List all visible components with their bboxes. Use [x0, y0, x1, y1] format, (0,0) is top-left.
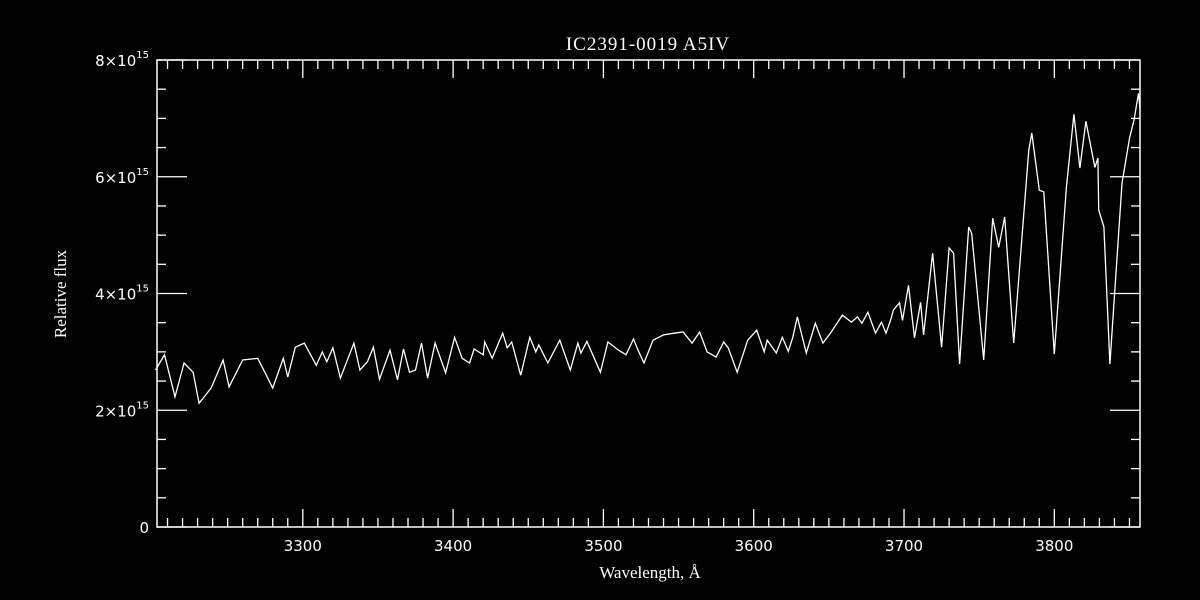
x-axis-label: Wavelength, Å	[599, 563, 701, 582]
y-tick-label: 0	[139, 519, 149, 537]
y-tick-label: 2×1015	[95, 400, 149, 420]
x-tick-label: 3500	[584, 537, 622, 555]
x-tick-label: 3700	[885, 537, 923, 555]
y-tick-label: 8×1015	[95, 50, 149, 70]
chart-title: IC2391-0019 A5IV	[566, 34, 730, 55]
x-tick-label: 3400	[434, 537, 472, 555]
x-tick-label: 3800	[1035, 537, 1073, 555]
y-tick-label: 4×1015	[95, 284, 149, 304]
spectrum-line	[154, 93, 1141, 405]
y-tick-label: 6×1015	[95, 167, 149, 187]
x-tick-label: 3600	[735, 537, 773, 555]
axis-ticks	[157, 59, 1140, 528]
x-tick-label: 3300	[284, 537, 322, 555]
y-axis-label: Relative flux	[51, 249, 70, 338]
tick-labels: 3300 3400 3500 3600 3700 3800 0 2×1015 4×1015 6×1…	[95, 50, 1073, 555]
